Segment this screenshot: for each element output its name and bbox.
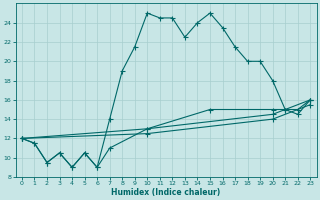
- X-axis label: Humidex (Indice chaleur): Humidex (Indice chaleur): [111, 188, 221, 197]
